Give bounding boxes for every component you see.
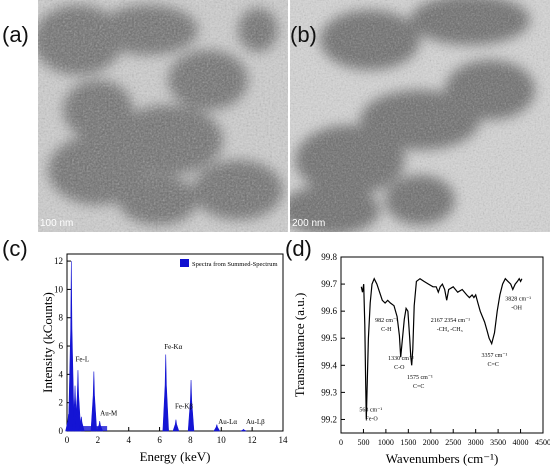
panel-label-a: (a): [2, 22, 29, 47]
spectrum-baseline: [67, 426, 108, 431]
peak-annotation: Au-Lα: [218, 418, 237, 426]
spectrum-peak: [172, 419, 180, 432]
x-tick-label: 4000: [513, 438, 529, 447]
y-tick-label: 4: [59, 369, 64, 379]
x-tick-label: 1500: [400, 438, 416, 447]
tem-image-a: 100 nm: [38, 0, 288, 232]
peak-annotation: 1575 cm⁻¹: [407, 375, 433, 381]
y-tick-label: 99.4: [321, 360, 337, 370]
x-tick-label: 14: [279, 435, 289, 445]
scale-bar-a: 100 nm: [40, 218, 74, 229]
x-tick-label: 8: [188, 435, 193, 445]
peak-annotation: Fe-L: [75, 356, 89, 364]
y-tick-label: 99.5: [321, 333, 337, 343]
ftir-line: [360, 277, 523, 420]
y-axis-label: Transmittance (a.u.): [292, 293, 307, 398]
y-tick-label: 99.6: [321, 306, 337, 316]
peak-annotation: Fe-Kα: [164, 343, 182, 351]
x-tick-label: 1000: [378, 438, 394, 447]
x-tick-label: 3000: [468, 438, 484, 447]
y-axis-label: Intensity (kCounts): [40, 292, 55, 393]
bond-annotation: -CH₂: [437, 327, 449, 333]
peak-annotation: 2354 cm⁻¹: [444, 318, 470, 324]
peak-annotation: Au-M: [100, 409, 118, 417]
y-tick-label: 0: [59, 426, 64, 436]
x-tick-label: 2: [96, 435, 101, 445]
panel-label-d: (d): [285, 236, 312, 261]
y-tick-label: 2: [59, 398, 64, 408]
x-axis-label: Wavenumbers (cm⁻¹): [386, 451, 499, 466]
x-tick-label: 6: [157, 435, 162, 445]
legend-label: Spectra from Summed-Spectrum: [192, 261, 278, 268]
peak-annotation: 1330 cm⁻¹: [388, 356, 414, 362]
x-tick-label: 2500: [445, 438, 461, 447]
x-tick-label: 0: [65, 435, 70, 445]
peak-annotation: 563 cm⁻¹: [359, 407, 382, 413]
x-tick-label: 2000: [423, 438, 439, 447]
spectrum-peak: [187, 380, 195, 432]
y-tick-label: 99.7: [321, 279, 337, 289]
spectrum-peak: [213, 424, 221, 432]
scale-bar-b: 200 nm: [292, 218, 326, 229]
x-axis-label: Energy (keV): [140, 449, 211, 464]
ftir-spectrum-chart: 0 500 1000 1500 2000 2500 3000 3500 4000 4500 99.2…: [292, 252, 550, 466]
tem-image-a-graphic: [38, 0, 288, 232]
peak-annotation: 3357 cm⁻¹: [482, 353, 508, 359]
y-tick-label: 12: [54, 256, 63, 266]
x-tick-label: 0: [339, 438, 343, 447]
spectrum-peak: [162, 354, 169, 432]
peak-annotation: Au-Lβ: [246, 418, 265, 426]
y-tick-label: 99.3: [321, 387, 337, 397]
bond-annotation: C-O: [394, 365, 405, 371]
panel-label-c: (c): [2, 236, 28, 261]
tem-image-b: 200 nm: [290, 0, 550, 232]
peak-annotation: 3828 cm⁻¹: [505, 296, 531, 302]
y-tick-label: 8: [59, 313, 64, 323]
bond-annotation: C=C: [488, 362, 499, 368]
bond-annotation: Fe-O: [365, 416, 378, 422]
panel-label-b: (b): [290, 22, 317, 47]
bond-annotation: C=C: [413, 384, 424, 390]
x-tick-label: 10: [217, 435, 227, 445]
y-tick-label: 99.8: [321, 252, 337, 262]
eds-spectrum-chart: 0 2 4 6 8 10 12 14 0 2 4 6 8 10 12 Energy (keV) Intensit…: [40, 253, 289, 464]
x-tick-label: 3500: [490, 438, 506, 447]
y-tick-label: 99.2: [321, 414, 337, 424]
plot-frame: [340, 256, 544, 434]
x-tick-label: 4500: [535, 438, 550, 447]
tem-image-b-graphic: [290, 0, 550, 232]
spectrum-peak: [240, 428, 247, 432]
bond-annotation: -CH₃: [450, 327, 462, 333]
peak-annotation: 982 cm⁻¹: [375, 318, 398, 324]
x-tick-label: 12: [248, 435, 257, 445]
y-tick-label: 10: [54, 284, 64, 294]
x-tick-label: 4: [126, 435, 131, 445]
y-tick-label: 6: [59, 341, 64, 351]
spectrum-peak: [74, 370, 82, 432]
peak-annotation: Fe-Kβ: [175, 402, 193, 410]
spectrum-peak: [90, 371, 98, 432]
legend-swatch: [180, 259, 189, 267]
peak-annotation: 2167: [431, 318, 443, 324]
x-tick-label: 500: [357, 438, 369, 447]
bond-annotation: C-H: [381, 327, 392, 333]
bond-annotation: -OH: [511, 305, 522, 311]
